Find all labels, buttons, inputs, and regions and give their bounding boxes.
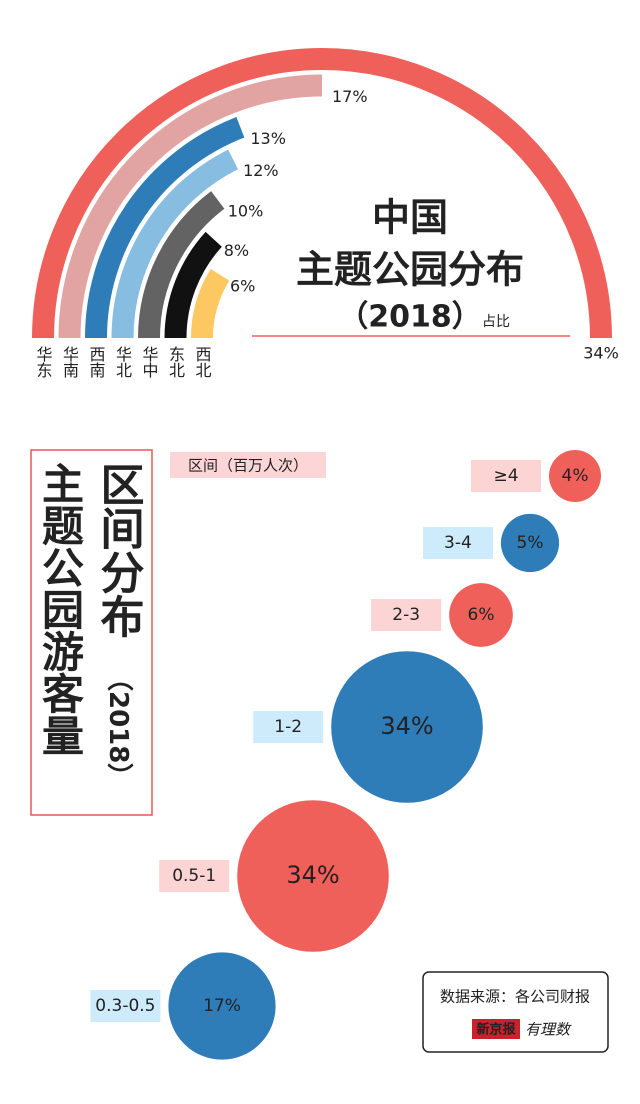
category-label: ≥4 [493, 466, 518, 486]
value-label: 12% [243, 161, 279, 180]
category-box [253, 711, 324, 743]
arc-bar [32, 48, 612, 339]
category-label: 3-4 [444, 533, 472, 553]
category-label: 0.5-1 [172, 866, 216, 886]
category-label: 东北 [166, 346, 185, 378]
source-box [422, 971, 609, 1053]
arc-bar [58, 74, 323, 339]
category-box [471, 460, 541, 492]
category-label: 0.3-0.5 [95, 996, 155, 1016]
category-label: 西北 [193, 346, 212, 378]
value-label: 34% [380, 712, 433, 740]
chart-subtitle: 主题公园游客量 [36, 462, 85, 756]
value-label: 4% [562, 466, 589, 486]
bubble [549, 450, 601, 502]
arc-bar [138, 191, 225, 339]
value-label: 34% [286, 861, 339, 889]
category-label: 华中 [140, 346, 159, 378]
category-box [90, 990, 161, 1022]
value-label: 8% [224, 241, 249, 260]
bubble [168, 952, 276, 1060]
bubble [500, 513, 560, 573]
source-text: 数据来源：各公司财报 [440, 988, 590, 1006]
arc-bar [85, 117, 245, 339]
arc-bar [111, 149, 239, 339]
value-label: 5% [517, 533, 544, 553]
category-box [422, 527, 493, 559]
brand-text: 新京报 [476, 1022, 516, 1038]
value-label: 6% [468, 605, 495, 625]
arc-bar [191, 269, 230, 339]
category-label: 华北 [113, 346, 132, 378]
category-label: 1-2 [274, 717, 302, 737]
value-label: 6% [230, 276, 255, 295]
unit-label: 占比 [482, 314, 510, 330]
value-label: 13% [250, 129, 286, 148]
bubble [331, 651, 483, 803]
chart-year: （2018） [338, 300, 482, 335]
axis-label-box [170, 452, 326, 478]
title-box [30, 449, 153, 816]
arc-bar [164, 231, 223, 339]
category-label: 华南 [60, 346, 79, 378]
chart-year: （2018） [103, 665, 133, 789]
axis-label: 区间（百万人次） [188, 457, 308, 475]
brand-text: 有理数 [525, 1021, 572, 1039]
chart-title: 中国 [372, 196, 448, 240]
value-label: 17% [203, 996, 241, 1016]
category-label: 2-3 [392, 605, 420, 625]
category-label: 西南 [87, 346, 106, 378]
chart-subtitle: 主题公园分布 [296, 248, 524, 292]
bubble [237, 800, 389, 952]
category-box [159, 860, 230, 892]
category-label: 华东 [34, 346, 53, 378]
bubble [449, 583, 513, 647]
value-label: 34% [583, 344, 619, 363]
value-label: 10% [228, 201, 264, 220]
category-box [371, 599, 442, 631]
brand-logo [472, 1019, 520, 1039]
chart-title: 区间分布 [93, 462, 145, 638]
value-label: 17% [332, 87, 368, 106]
